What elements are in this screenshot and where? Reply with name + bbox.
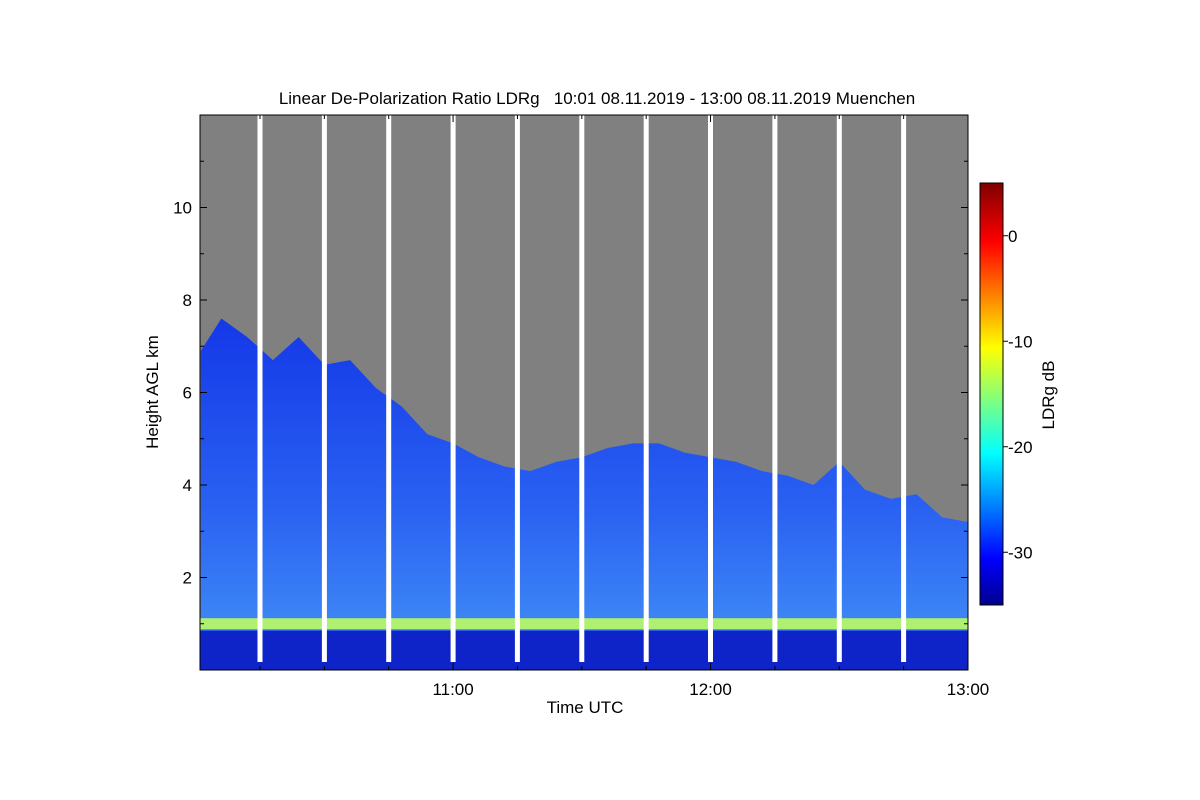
- data-gap-9: [836, 115, 842, 662]
- data-gaps: [257, 115, 907, 662]
- data-gap-2: [386, 115, 392, 662]
- y-tick-label-4: 10: [173, 199, 192, 218]
- x-tick-label-1: 12:00: [689, 680, 732, 699]
- plot-area: [200, 115, 968, 670]
- data-gap-4: [514, 115, 520, 662]
- y-axis: 2 4 6 8 10: [173, 160, 968, 625]
- colorbar-tick-label-3: -30: [1008, 543, 1033, 562]
- colorbar-label: LDRg dB: [1039, 361, 1058, 430]
- colorbar-ticks: 0 -10 -20 -30: [1003, 227, 1033, 562]
- data-gap-7: [708, 115, 713, 662]
- chart-title: Linear De-Polarization Ratio LDRg 10:01 …: [279, 89, 915, 108]
- colorbar-tick-label-1: -10: [1008, 332, 1033, 351]
- colorbar: [979, 182, 1004, 606]
- y-axis-label: Height AGL km: [143, 335, 162, 449]
- data-gap-0: [257, 115, 263, 662]
- x-tick-label-0: 11:00: [432, 680, 473, 699]
- x-tick-label-2: 13:00: [947, 680, 990, 699]
- data-gap-5: [579, 115, 585, 662]
- data-gap-8: [772, 115, 778, 662]
- y-tick-label-0: 2: [183, 569, 192, 588]
- colorbar-tick-label-2: -20: [1008, 438, 1033, 457]
- data-gap-10: [901, 115, 907, 662]
- data-gap-6: [643, 115, 649, 662]
- x-axis: 11:00 12:00 13:00: [259, 115, 990, 699]
- y-tick-label-2: 6: [183, 384, 192, 403]
- data-gap-1: [321, 115, 327, 662]
- colorbar-tick-label-0: 0: [1008, 227, 1017, 246]
- y-tick-label-3: 8: [183, 291, 192, 310]
- x-axis-label: Time UTC: [547, 698, 624, 717]
- y-tick-label-1: 4: [183, 476, 192, 495]
- data-gap-3: [450, 115, 456, 662]
